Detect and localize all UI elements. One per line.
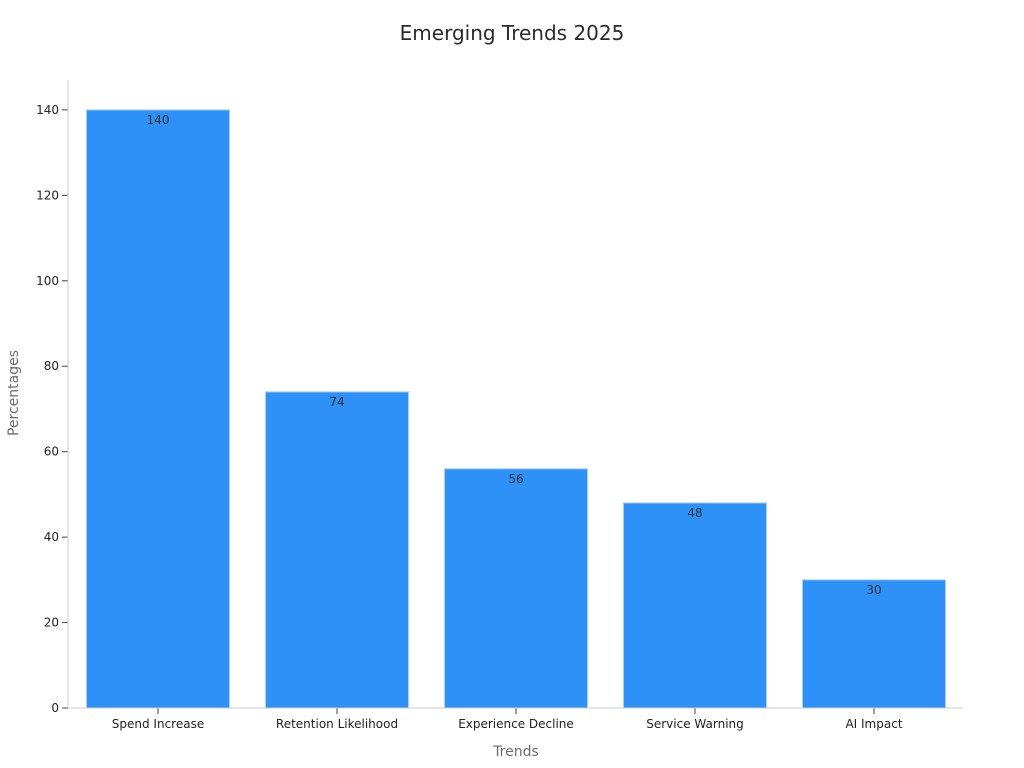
y-tick-label: 60 [44,445,59,459]
plot-area: 0 20 40 60 80 100 120 140 140 Spend Increase 74 Ret… [36,103,946,731]
x-tick-label: Service Warning [646,717,744,731]
y-tick-label: 40 [44,530,59,544]
bar [86,109,230,709]
bar [623,502,767,709]
bar-data-label: 30 [866,583,881,597]
y-tick-label: 140 [36,103,59,117]
x-tick-label: AI Impact [845,717,902,731]
x-tick-label: Experience Decline [458,717,574,731]
x-tick-label: Retention Likelihood [276,717,398,731]
bar-data-label: 74 [329,395,344,409]
chart-title: Emerging Trends 2025 [400,21,625,45]
y-axis-title: Percentages [6,350,22,436]
y-tick-label: 120 [36,188,59,202]
y-tick-label: 80 [44,359,59,373]
x-axis-title: Trends [492,744,539,760]
bar-data-label: 48 [687,506,702,520]
bar [444,468,588,709]
x-tick-label: Spend Increase [112,717,204,731]
bar [265,391,409,709]
y-tick-label: 0 [51,701,59,715]
bar-data-label: 56 [508,472,523,486]
y-tick-label: 20 [44,616,59,630]
y-tick-label: 100 [36,274,59,288]
bar [802,579,946,709]
bar-data-label: 140 [147,113,170,127]
